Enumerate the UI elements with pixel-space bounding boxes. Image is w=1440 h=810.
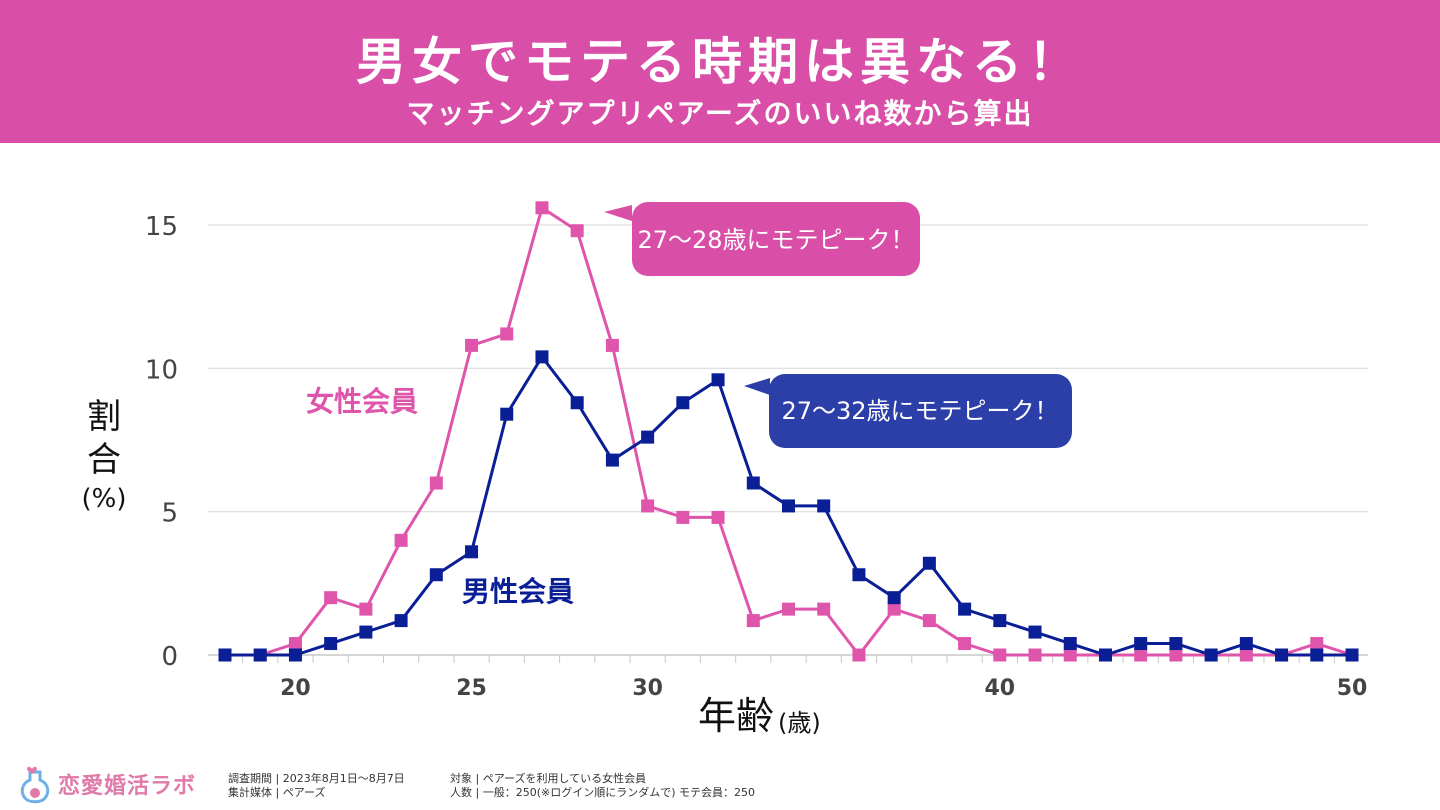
data-point — [1169, 648, 1183, 662]
y-axis-unit: (%) — [82, 484, 127, 514]
data-point — [288, 648, 302, 662]
data-point — [570, 396, 584, 410]
data-point — [958, 602, 972, 616]
line-chart: 0 5 10 15 20 25 30 40 50 年齢 (歳) 割 合 (%) 女性会員 男性会… — [82, 201, 1368, 738]
survey-media: 集計媒体 | ペアーズ — [228, 786, 326, 799]
data-point — [1063, 637, 1077, 651]
data-point — [359, 602, 373, 616]
data-point — [1239, 648, 1253, 662]
brand-logo: 恋愛婚活ラボ — [18, 764, 196, 804]
data-point — [1134, 648, 1148, 662]
x-tick-label: 25 — [456, 676, 487, 701]
data-point — [746, 614, 760, 628]
data-point — [993, 648, 1007, 662]
x-tick-label: 50 — [1337, 676, 1368, 701]
data-point — [887, 602, 901, 616]
logo-text: 恋愛婚活ラボ — [58, 774, 197, 799]
series-male — [218, 350, 1359, 662]
data-series — [218, 201, 1359, 662]
data-point — [922, 614, 936, 628]
data-point — [218, 648, 232, 662]
data-point — [605, 453, 619, 467]
legend-female: 女性会員 — [306, 385, 418, 418]
data-point — [676, 510, 690, 524]
data-point — [429, 476, 443, 490]
y-tick-label: 10 — [145, 355, 178, 385]
data-point — [1028, 625, 1042, 639]
data-point — [1134, 637, 1148, 651]
data-point — [500, 407, 514, 421]
x-tick-label: 30 — [632, 676, 663, 701]
data-point — [324, 637, 338, 651]
y-axis-label-char-1: 割 — [87, 397, 121, 437]
data-point — [1204, 648, 1218, 662]
data-point — [394, 533, 408, 547]
data-point — [711, 510, 725, 524]
y-axis-label-char-2: 合 — [87, 440, 121, 480]
male-peak-callout: 27～32歳にモテピーク！ — [744, 374, 1072, 448]
y-tick-label: 5 — [161, 499, 178, 529]
survey-target: 対象 | ペアーズを利用している女性会員 — [450, 772, 647, 785]
data-point — [429, 568, 443, 582]
y-tick-label: 0 — [161, 642, 178, 672]
x-tick-label: 20 — [280, 676, 311, 701]
survey-period: 調査期間 | 2023年8月1日～8月7日 — [228, 772, 405, 785]
data-point — [253, 648, 267, 662]
page-title: 男女でモテる時期は異なる！ — [356, 33, 1084, 91]
data-point — [1310, 648, 1324, 662]
data-point — [1063, 648, 1077, 662]
data-point — [394, 614, 408, 628]
x-tick-label: 40 — [985, 676, 1016, 701]
data-point — [922, 556, 936, 570]
data-point — [605, 338, 619, 352]
data-point — [711, 373, 725, 387]
data-point — [782, 499, 795, 513]
data-point — [1310, 637, 1324, 651]
data-point — [570, 224, 584, 238]
data-point — [641, 499, 655, 513]
data-point — [1169, 637, 1183, 651]
survey-meta-left: 調査期間 | 2023年8月1日～8月7日 集計媒体 | ペアーズ — [228, 772, 405, 800]
header-banner: 男女でモテる時期は異なる！ マッチングアプリペアーズのいいね数から算出 — [0, 0, 1440, 143]
data-point — [500, 327, 514, 341]
data-point — [465, 545, 479, 559]
female-peak-callout: 27～28歳にモテピーク！ — [604, 202, 920, 276]
data-point — [676, 396, 690, 410]
data-point — [1239, 637, 1253, 651]
survey-count: 人数 | 一般：250(※ログイン順にランダムで) モテ会員：250 — [450, 786, 755, 799]
data-point — [359, 625, 373, 639]
male-peak-annotation: 27～32歳にモテピーク！ — [781, 397, 1058, 425]
data-point — [1028, 648, 1042, 662]
data-point — [817, 602, 831, 616]
data-point — [852, 568, 866, 582]
survey-meta-right: 対象 | ペアーズを利用している女性会員 人数 | 一般：250(※ログイン順に… — [450, 772, 755, 800]
data-point — [887, 591, 901, 605]
data-point — [993, 614, 1007, 628]
data-point — [782, 602, 795, 616]
data-point — [817, 499, 831, 513]
data-point — [746, 476, 760, 490]
footer: 恋愛婚活ラボ 調査期間 | 2023年8月1日～8月7日 集計媒体 | ペアーズ… — [0, 752, 1440, 810]
page-subtitle: マッチングアプリペアーズのいいね数から算出 — [406, 97, 1034, 130]
data-point — [1345, 648, 1359, 662]
data-point — [852, 648, 866, 662]
axes: 0 5 10 15 20 25 30 40 50 — [145, 212, 1368, 701]
flask-heart-icon — [20, 766, 50, 804]
data-point — [324, 591, 338, 605]
data-point — [535, 201, 549, 215]
female-peak-annotation: 27～28歳にモテピーク！ — [637, 226, 914, 254]
data-point — [535, 350, 549, 364]
x-axis-unit: (歳) — [778, 709, 821, 737]
data-point — [1275, 648, 1289, 662]
x-axis-label: 年齢 — [698, 694, 774, 738]
data-point — [958, 637, 972, 651]
legend-male: 男性会員 — [462, 575, 574, 608]
data-point — [288, 637, 302, 651]
y-tick-label: 15 — [145, 212, 178, 242]
data-point — [465, 338, 479, 352]
data-point — [641, 430, 655, 444]
data-point — [1098, 648, 1112, 662]
